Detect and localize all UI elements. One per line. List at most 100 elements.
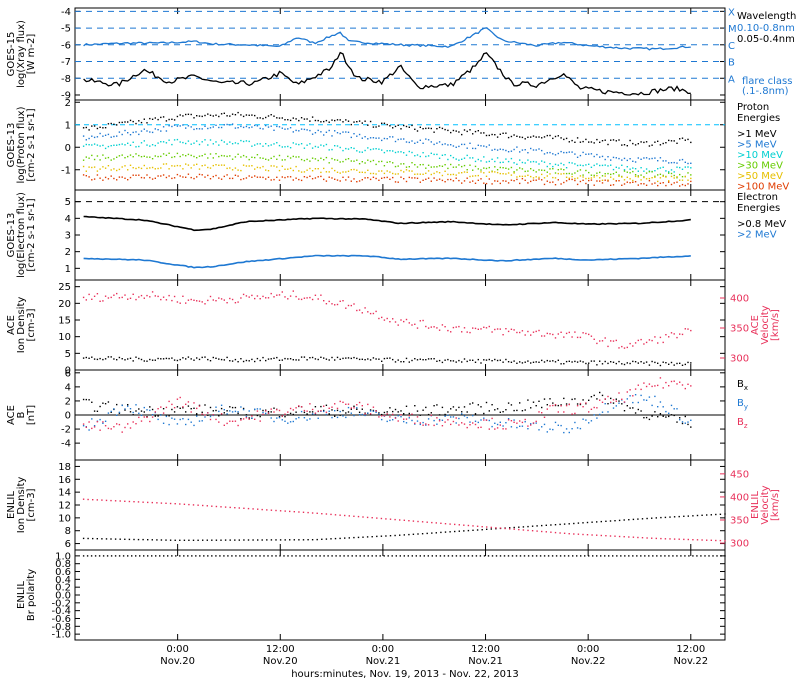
point-ace-b-bz xyxy=(480,426,482,428)
point-proton-50-mev xyxy=(303,171,306,173)
point-proton-5-mev xyxy=(469,142,471,144)
point-proton-30-mev xyxy=(328,162,330,164)
point-ace-b-bz xyxy=(320,410,322,412)
point-proton-1-mev xyxy=(386,123,388,126)
point-ace-plasma-velocity xyxy=(185,302,187,304)
point-ace-b-bz xyxy=(474,423,477,426)
point-proton-30-mev xyxy=(353,160,355,162)
point-enlil-plasma-velocity xyxy=(279,510,282,512)
point-ace-plasma-ion-density xyxy=(455,361,457,363)
point-proton-100-mev xyxy=(110,175,112,177)
point-proton-100-mev xyxy=(220,178,223,180)
point-ace-b-by xyxy=(234,410,237,413)
point-proton-1-mev xyxy=(389,125,391,127)
point-ace-plasma-ion-density xyxy=(590,360,593,362)
point-ace-b-by xyxy=(441,419,444,421)
point-ace-b-bz xyxy=(121,431,123,433)
point-proton-10-mev xyxy=(430,152,432,154)
point-proton-50-mev xyxy=(135,167,137,170)
point-proton-100-mev xyxy=(604,179,606,181)
point-enlil-plasma-ion-density xyxy=(536,525,538,527)
y-tick-label: -1.0 xyxy=(51,630,71,641)
point-ace-b-bz xyxy=(140,420,143,422)
point-proton-10-mev xyxy=(265,143,267,145)
point-ace-plasma-velocity xyxy=(524,334,526,336)
point-proton-30-mev xyxy=(226,155,228,158)
point-ace-b-bz xyxy=(306,410,308,412)
point-proton-1-mev xyxy=(502,132,504,134)
point-proton-30-mev xyxy=(648,171,651,173)
point-ace-plasma-velocity xyxy=(491,331,493,333)
point-ace-plasma-velocity xyxy=(231,298,234,301)
point-proton-1-mev xyxy=(461,133,463,136)
point-ace-b-by xyxy=(187,418,190,421)
point-enlil-plasma-velocity xyxy=(385,518,387,520)
point-ace-plasma-ion-density xyxy=(513,360,515,362)
point-proton-50-mev xyxy=(541,173,543,176)
point-enlil-plasma-ion-density xyxy=(692,515,694,517)
point-ace-b-bz xyxy=(521,421,524,424)
point-proton-100-mev xyxy=(565,180,568,182)
point-ace-b-by xyxy=(104,420,107,422)
point-proton-30-mev xyxy=(85,156,87,158)
point-ace-b-bx xyxy=(397,411,399,413)
point-ace-b-bx xyxy=(96,410,99,412)
point-proton-100-mev xyxy=(530,180,532,183)
point-proton-5-mev xyxy=(342,131,344,133)
point-enlil-polarity-br-polarity xyxy=(600,555,602,557)
point-ace-b-bz xyxy=(231,420,234,422)
point-ace-plasma-ion-density xyxy=(521,362,524,364)
point-ace-b-bx xyxy=(444,413,446,416)
point-ace-b-bx xyxy=(593,394,595,397)
y-tick-label: -4 xyxy=(61,7,71,18)
point-proton-30-mev xyxy=(309,160,311,162)
y-tick-label: 0.6 xyxy=(55,567,71,578)
point-proton-100-mev xyxy=(306,176,308,179)
point-proton-30-mev xyxy=(251,156,253,158)
point-enlil-plasma-velocity xyxy=(202,504,204,507)
point-proton-50-mev xyxy=(549,173,551,175)
point-proton-50-mev xyxy=(585,177,587,180)
point-proton-5-mev xyxy=(546,152,548,154)
point-ace-b-bx xyxy=(554,404,557,407)
point-enlil-plasma-ion-density xyxy=(156,539,158,541)
y-tick-label: 2 xyxy=(65,396,71,407)
point-proton-5-mev xyxy=(381,139,383,142)
point-proton-5-mev xyxy=(632,160,634,162)
point-ace-plasma-ion-density xyxy=(461,361,463,363)
point-proton-5-mev xyxy=(85,139,87,141)
point-proton-10-mev xyxy=(408,150,410,153)
point-proton-50-mev xyxy=(240,169,242,172)
point-ace-plasma-ion-density xyxy=(162,358,165,360)
point-ace-plasma-ion-density xyxy=(276,356,278,359)
point-enlil-plasma-ion-density xyxy=(715,513,717,516)
point-ace-b-bx xyxy=(519,402,521,404)
point-enlil-plasma-velocity xyxy=(147,501,149,504)
legend-subtitle: Energies xyxy=(737,203,780,214)
point-proton-1-mev xyxy=(229,115,231,117)
point-proton-10-mev xyxy=(212,143,214,145)
point-proton-10-mev xyxy=(104,147,107,150)
point-proton-10-mev xyxy=(604,164,606,166)
point-ace-plasma-velocity xyxy=(452,326,455,329)
point-ace-plasma-velocity xyxy=(223,299,225,301)
point-ace-b-bz xyxy=(372,406,375,408)
point-ace-plasma-velocity xyxy=(612,340,615,342)
point-ace-plasma-velocity xyxy=(480,328,482,330)
point-ace-b-by xyxy=(491,425,493,428)
point-proton-50-mev xyxy=(645,178,648,180)
point-ace-plasma-ion-density xyxy=(568,360,570,362)
point-proton-1-mev xyxy=(549,134,551,137)
point-proton-1-mev xyxy=(499,133,501,135)
y-axis-label-line: ACE xyxy=(6,315,17,335)
point-ace-b-bx xyxy=(190,408,192,410)
point-ace-b-by xyxy=(447,414,449,416)
point-proton-100-mev xyxy=(657,184,659,187)
point-ace-b-by xyxy=(604,403,606,405)
point-ace-b-bx xyxy=(516,409,518,412)
point-proton-30-mev xyxy=(364,162,366,164)
point-ace-b-bx xyxy=(405,405,408,407)
point-ace-plasma-ion-density xyxy=(510,361,513,363)
point-proton-5-mev xyxy=(574,153,576,155)
